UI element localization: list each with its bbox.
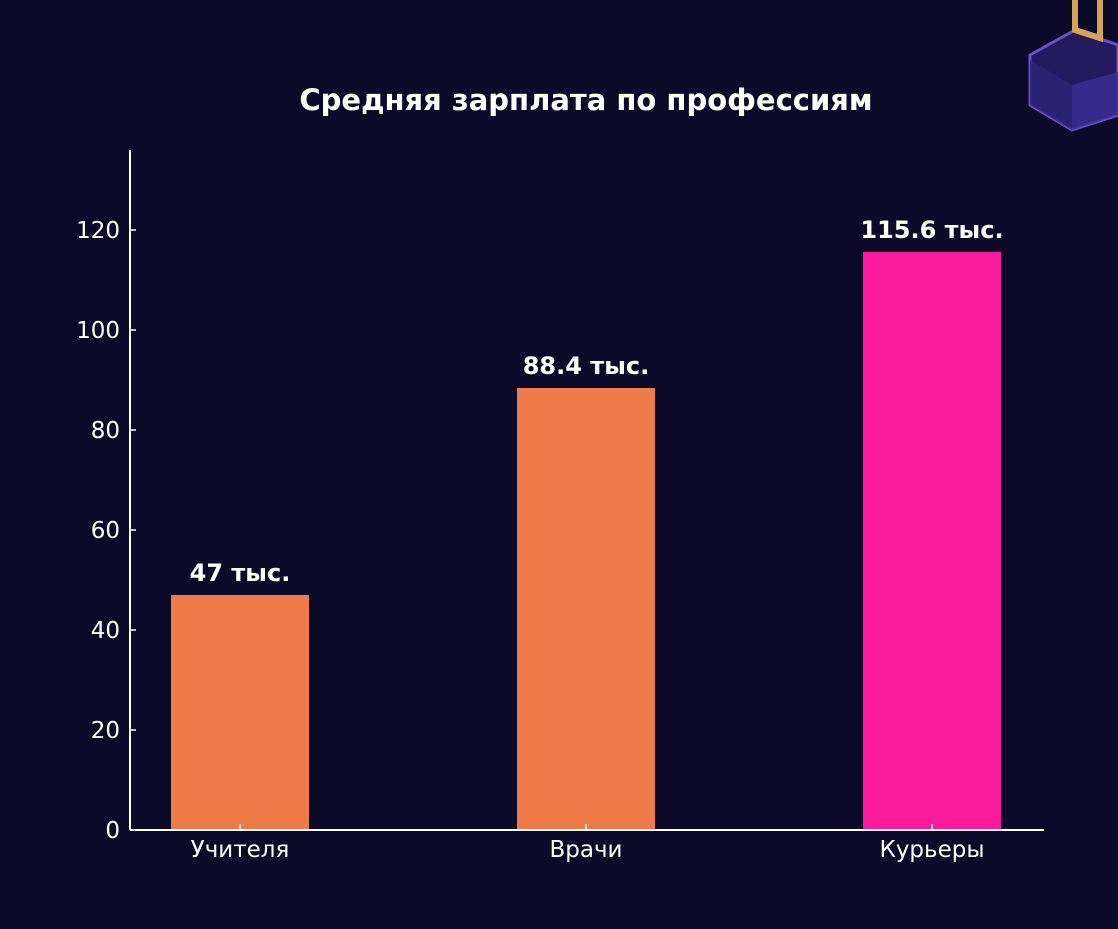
y-tick-label: 40 bbox=[91, 618, 120, 644]
data-labels-group: 47 тыс. 88.4 тыс. 115.6 тыс. bbox=[190, 216, 1004, 587]
x-tick-label: Учителя bbox=[191, 837, 290, 863]
data-label: 88.4 тыс. bbox=[523, 352, 650, 380]
x-axis-ticks: Учителя Врачи Курьеры bbox=[191, 824, 985, 863]
data-label: 47 тыс. bbox=[190, 559, 291, 587]
data-label: 115.6 тыс. bbox=[860, 216, 1003, 244]
x-tick-label: Курьеры bbox=[879, 837, 984, 863]
y-tick-label: 0 bbox=[105, 818, 120, 844]
y-tick-label: 80 bbox=[91, 418, 120, 444]
cube-logo-icon bbox=[1028, 0, 1118, 132]
y-tick-label: 60 bbox=[91, 518, 120, 544]
y-axis-ticks: 0 20 40 60 80 100 120 bbox=[76, 218, 136, 844]
y-tick-label: 20 bbox=[91, 718, 120, 744]
chart-title: Средняя зарплата по профессиям bbox=[299, 83, 872, 117]
bar-2 bbox=[517, 388, 655, 830]
bar-1 bbox=[171, 595, 309, 830]
y-tick-label: 100 bbox=[76, 318, 120, 344]
bar-3 bbox=[863, 252, 1001, 830]
y-tick-label: 120 bbox=[76, 218, 120, 244]
bars-group bbox=[171, 252, 1001, 830]
x-tick-label: Врачи bbox=[549, 837, 622, 863]
